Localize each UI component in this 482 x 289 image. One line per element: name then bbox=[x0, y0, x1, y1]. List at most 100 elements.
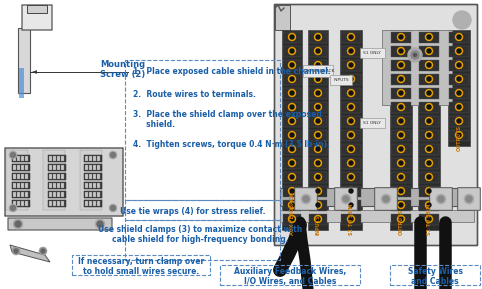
Circle shape bbox=[290, 105, 294, 109]
Circle shape bbox=[455, 118, 463, 125]
Circle shape bbox=[457, 133, 461, 137]
Circle shape bbox=[398, 34, 404, 40]
Bar bbox=[57, 156, 60, 161]
Circle shape bbox=[457, 49, 461, 53]
Circle shape bbox=[316, 147, 320, 151]
Text: S1 ONLY: S1 ONLY bbox=[363, 51, 381, 55]
Bar bbox=[419, 116, 439, 127]
Circle shape bbox=[349, 189, 353, 193]
Circle shape bbox=[427, 63, 431, 67]
Circle shape bbox=[314, 160, 321, 166]
Circle shape bbox=[455, 62, 463, 68]
Circle shape bbox=[314, 145, 321, 153]
Bar bbox=[283, 46, 301, 57]
Circle shape bbox=[348, 90, 354, 97]
FancyBboxPatch shape bbox=[375, 188, 397, 210]
Circle shape bbox=[314, 47, 321, 55]
Bar bbox=[57, 183, 60, 188]
Bar bbox=[13, 192, 16, 197]
Text: S1 ONLY: S1 ONLY bbox=[363, 121, 381, 125]
Bar bbox=[419, 130, 439, 141]
Bar bbox=[97, 201, 100, 206]
Text: INPUTS: INPUTS bbox=[316, 214, 321, 235]
Circle shape bbox=[290, 161, 294, 165]
Bar bbox=[309, 102, 327, 113]
Circle shape bbox=[399, 35, 403, 39]
Circle shape bbox=[348, 131, 354, 138]
Bar bbox=[85, 156, 88, 161]
Text: 4.  Tighten screws, torque 0.4 N·m (3.5 lb·in).: 4. Tighten screws, torque 0.4 N·m (3.5 l… bbox=[133, 140, 330, 149]
Bar bbox=[280, 210, 474, 222]
Text: AUX FEEDBACK: AUX FEEDBACK bbox=[290, 193, 295, 235]
Circle shape bbox=[314, 90, 321, 97]
Circle shape bbox=[427, 161, 431, 165]
Bar bbox=[85, 183, 88, 188]
Bar bbox=[391, 158, 411, 169]
Circle shape bbox=[457, 105, 461, 109]
Bar bbox=[419, 60, 439, 71]
Circle shape bbox=[427, 35, 431, 39]
Bar bbox=[283, 144, 301, 155]
Bar bbox=[382, 30, 452, 105]
Circle shape bbox=[314, 118, 321, 125]
Circle shape bbox=[349, 63, 353, 67]
Bar bbox=[48, 164, 66, 171]
Bar bbox=[341, 88, 361, 99]
Bar bbox=[17, 174, 20, 179]
Circle shape bbox=[316, 77, 320, 81]
Circle shape bbox=[426, 160, 432, 166]
Circle shape bbox=[349, 91, 353, 95]
Bar bbox=[418, 30, 440, 230]
Bar bbox=[48, 191, 66, 198]
Bar bbox=[282, 30, 302, 230]
Circle shape bbox=[436, 194, 446, 204]
Circle shape bbox=[314, 188, 321, 194]
Circle shape bbox=[457, 77, 461, 81]
Circle shape bbox=[289, 160, 295, 166]
Bar bbox=[13, 201, 16, 206]
Circle shape bbox=[290, 35, 294, 39]
Bar bbox=[391, 46, 411, 57]
Circle shape bbox=[399, 203, 403, 207]
Bar bbox=[391, 74, 411, 85]
Circle shape bbox=[426, 103, 432, 110]
Bar bbox=[283, 88, 301, 99]
Bar bbox=[93, 201, 96, 206]
Bar bbox=[391, 32, 411, 43]
Bar bbox=[283, 32, 301, 43]
Circle shape bbox=[414, 53, 416, 57]
Bar bbox=[17, 183, 20, 188]
Text: OUTPUTS: OUTPUTS bbox=[456, 125, 461, 151]
Bar bbox=[12, 173, 30, 180]
Bar bbox=[25, 174, 28, 179]
Circle shape bbox=[381, 194, 391, 204]
Circle shape bbox=[39, 247, 47, 255]
Bar bbox=[419, 172, 439, 183]
Circle shape bbox=[457, 63, 461, 67]
Bar bbox=[449, 60, 469, 71]
Circle shape bbox=[316, 217, 320, 221]
Circle shape bbox=[427, 133, 431, 137]
Bar bbox=[48, 200, 66, 207]
Circle shape bbox=[426, 34, 432, 40]
Bar bbox=[84, 155, 102, 162]
Text: 3.  Place the shield clamp over the exposed
     shield.: 3. Place the shield clamp over the expos… bbox=[133, 110, 322, 129]
Circle shape bbox=[348, 173, 354, 181]
Bar bbox=[93, 174, 96, 179]
Text: Use shield clamps (3) to maximize contact with
cable shield for high-frequency b: Use shield clamps (3) to maximize contac… bbox=[98, 225, 302, 244]
Circle shape bbox=[41, 249, 45, 253]
Bar bbox=[57, 165, 60, 170]
Circle shape bbox=[399, 105, 403, 109]
Bar bbox=[391, 144, 411, 155]
Text: OUTPUTS: OUTPUTS bbox=[399, 209, 403, 235]
Bar bbox=[6, 150, 28, 210]
Bar bbox=[97, 183, 100, 188]
Circle shape bbox=[316, 161, 320, 165]
Bar bbox=[449, 46, 469, 57]
Bar bbox=[419, 32, 439, 43]
Circle shape bbox=[427, 77, 431, 81]
Circle shape bbox=[398, 145, 404, 153]
Bar bbox=[13, 156, 16, 161]
Circle shape bbox=[398, 216, 404, 223]
Bar bbox=[419, 46, 439, 57]
